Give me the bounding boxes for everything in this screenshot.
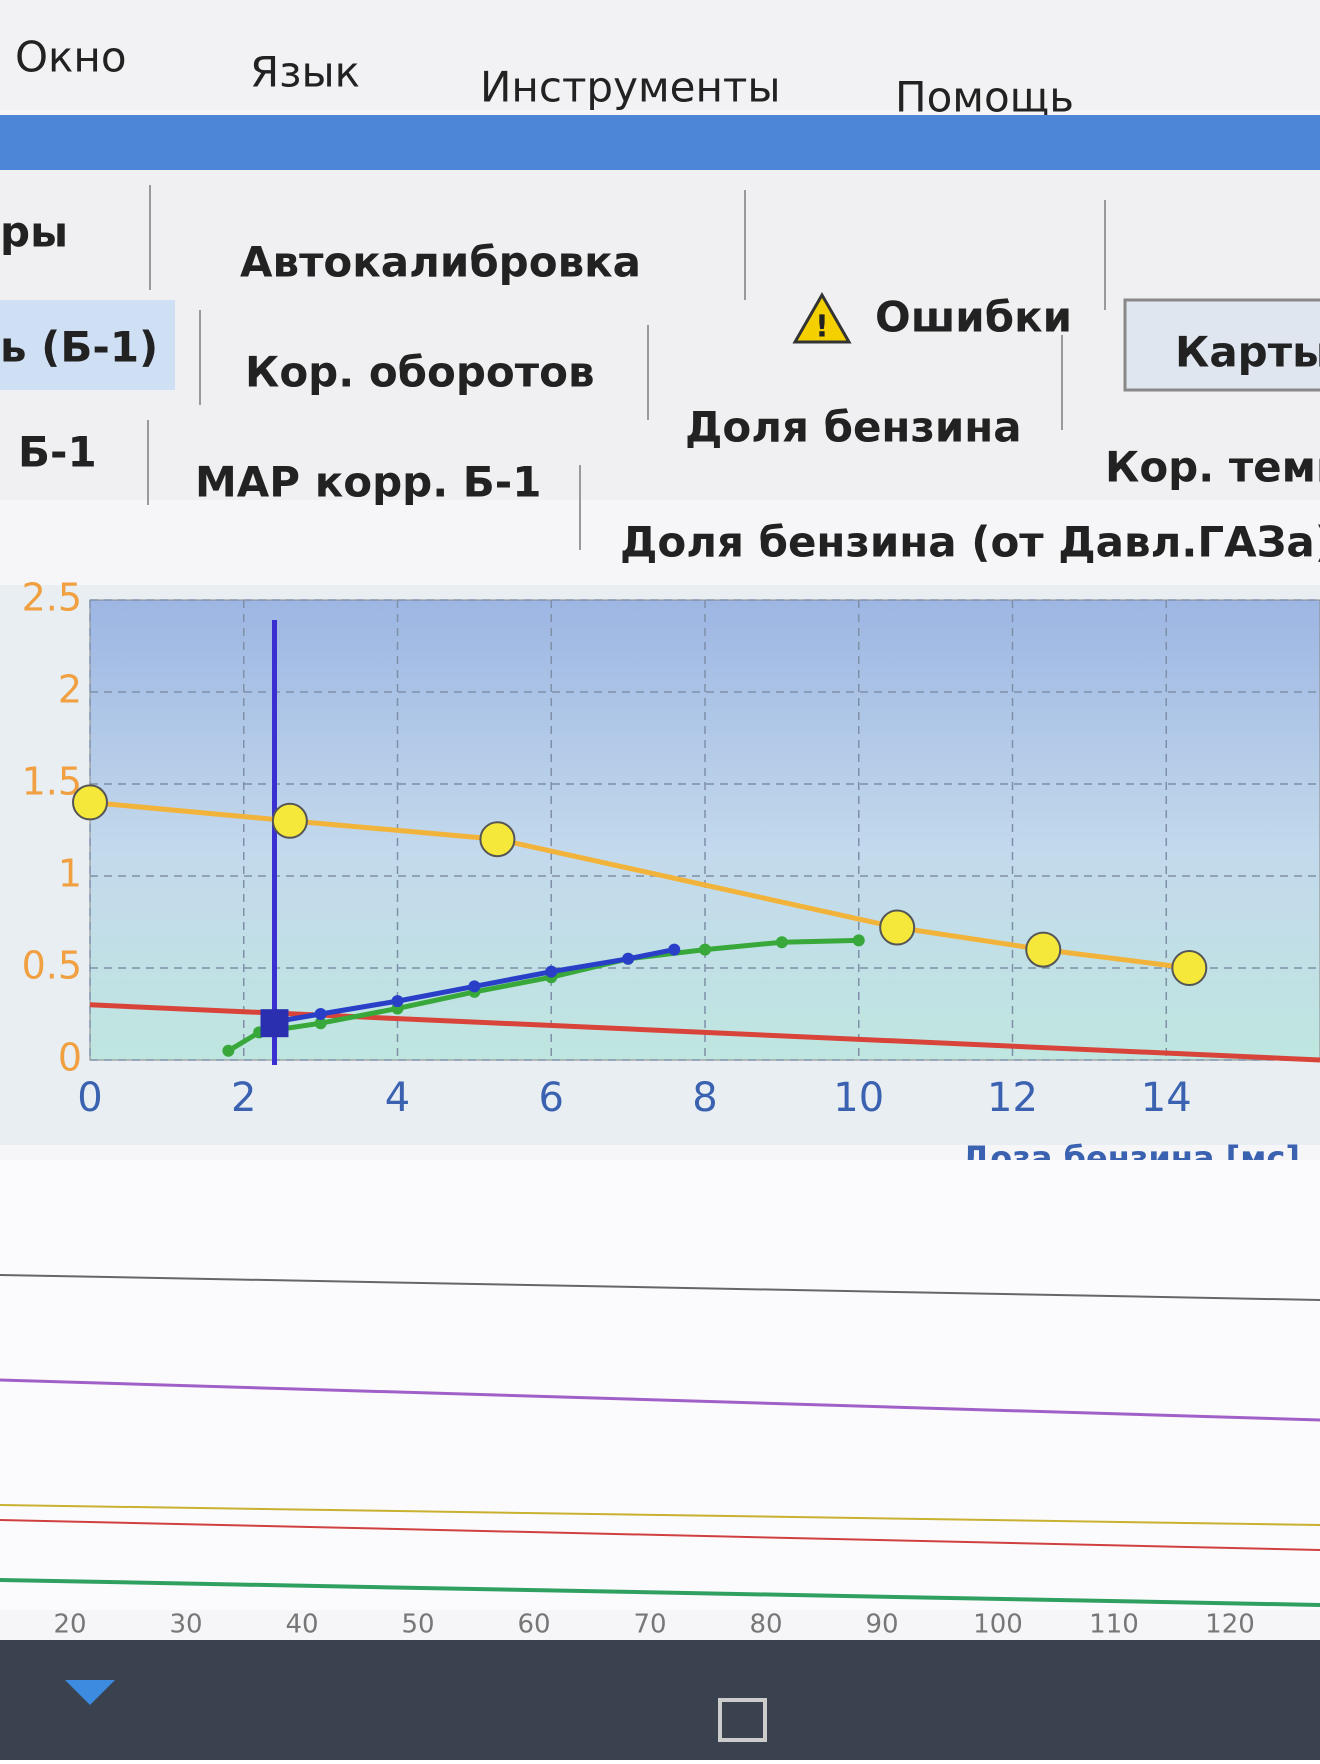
timeline-tick-label: 90 <box>865 1610 898 1640</box>
tab[interactable]: Б-1 <box>18 428 97 477</box>
point <box>222 1044 235 1057</box>
timeline-tick-label: 40 <box>285 1610 318 1640</box>
selected-tab[interactable] <box>0 300 175 390</box>
menu-bar <box>0 0 1320 110</box>
tab[interactable]: Кор. темп <box>1105 443 1320 492</box>
tab-area <box>0 170 1320 500</box>
tab[interactable]: Ошибки <box>875 293 1072 342</box>
point <box>852 934 865 947</box>
point <box>1171 950 1208 986</box>
point <box>391 995 404 1008</box>
x-tick-label: 6 <box>539 1075 564 1121</box>
series-line <box>227 937 859 1053</box>
y-tick-label: 1 <box>58 852 82 896</box>
trace <box>0 1578 1320 1607</box>
tab[interactable]: Доля бензина <box>685 403 1022 452</box>
active-tab[interactable] <box>1123 298 1320 392</box>
toolbar <box>0 1640 1320 1760</box>
point <box>468 980 481 993</box>
timeline-tick-label: 60 <box>517 1610 550 1640</box>
point <box>545 965 558 978</box>
x-tick-label: 10 <box>833 1075 884 1121</box>
warning-mark: ! <box>815 310 829 345</box>
tab[interactable]: Доля бензина (от Давл.ГАЗа) <box>620 518 1320 567</box>
x-tick-label: 12 <box>987 1075 1038 1121</box>
timeline-tick-label: 30 <box>169 1610 202 1640</box>
tab[interactable]: ры <box>0 208 68 257</box>
tab[interactable]: MAP корр. Б-1 <box>195 458 541 507</box>
menu-item[interactable]: Инструменты <box>480 63 781 112</box>
timeline-tick-label: 100 <box>973 1610 1023 1640</box>
tab[interactable]: ь (Б-1) <box>0 323 158 372</box>
trace <box>0 1378 1320 1422</box>
timeline-tick-label: 70 <box>633 1610 666 1640</box>
x-tick-label: 4 <box>385 1075 410 1121</box>
point <box>314 1008 327 1020</box>
toolbar-icon[interactable] <box>718 1698 767 1742</box>
title-band <box>0 115 1320 170</box>
point <box>1025 931 1062 968</box>
warning-icon <box>792 291 852 344</box>
point <box>72 784 108 821</box>
y-tick-label: 0.5 <box>22 944 82 988</box>
point <box>699 943 711 956</box>
y-tick-label: 1.5 <box>22 760 82 804</box>
menu-item[interactable]: Язык <box>250 48 360 97</box>
x-tick-label: 8 <box>692 1075 717 1121</box>
timeline-tick-label: 50 <box>401 1610 434 1640</box>
y-tick-label: 2.5 <box>22 576 82 620</box>
trace <box>0 1504 1320 1526</box>
tab[interactable]: Кор. оборотов <box>245 348 595 397</box>
menu-item[interactable]: Окно <box>15 33 127 82</box>
x-tick-label: 0 <box>77 1075 102 1121</box>
cursor-marker <box>260 1009 289 1038</box>
point <box>479 821 516 858</box>
x-tick-label: 14 <box>1141 1075 1192 1121</box>
tab[interactable]: Карты <box>1175 328 1320 377</box>
timeline-tick-label: 20 <box>53 1610 86 1640</box>
y-tick-label: 0 <box>58 1036 82 1080</box>
series-line <box>89 799 1190 971</box>
point <box>775 936 788 949</box>
timeline: 20 30 40 50 60 70 80 90 100 110 120 <box>53 1610 1254 1640</box>
timeline-tick-label: 110 <box>1089 1610 1139 1640</box>
point <box>879 909 916 946</box>
point <box>271 802 308 839</box>
point <box>314 1017 327 1030</box>
timeline-tick-label: 80 <box>749 1610 782 1640</box>
point <box>668 943 681 956</box>
series-line <box>89 1002 1320 1063</box>
trace <box>0 1274 1320 1301</box>
point <box>622 952 635 965</box>
tab[interactable]: Автокалибровка <box>240 238 641 287</box>
y-tick-label: 2 <box>58 668 82 712</box>
x-tick-label: 2 <box>231 1075 256 1121</box>
trace <box>0 1519 1320 1551</box>
timeline-tick-label: 120 <box>1205 1610 1255 1640</box>
menu-item[interactable]: Помощь <box>895 73 1074 122</box>
toolbar-icon[interactable] <box>65 1680 115 1705</box>
